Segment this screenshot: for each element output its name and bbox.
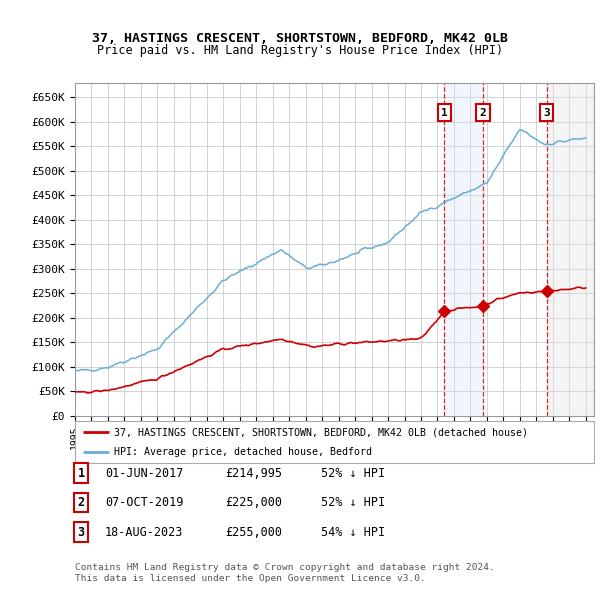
Text: £214,995: £214,995 — [225, 467, 282, 480]
Text: £225,000: £225,000 — [225, 496, 282, 509]
Text: 01-JUN-2017: 01-JUN-2017 — [105, 467, 184, 480]
Text: HPI: Average price, detached house, Bedford: HPI: Average price, detached house, Bedf… — [114, 447, 372, 457]
Text: 52% ↓ HPI: 52% ↓ HPI — [321, 467, 385, 480]
Text: 3: 3 — [543, 107, 550, 117]
Text: 37, HASTINGS CRESCENT, SHORTSTOWN, BEDFORD, MK42 0LB: 37, HASTINGS CRESCENT, SHORTSTOWN, BEDFO… — [92, 32, 508, 45]
Bar — [547, 83, 594, 416]
Bar — [445, 83, 483, 416]
Text: 37, HASTINGS CRESCENT, SHORTSTOWN, BEDFORD, MK42 0LB (detached house): 37, HASTINGS CRESCENT, SHORTSTOWN, BEDFO… — [114, 427, 528, 437]
Text: 1: 1 — [441, 107, 448, 117]
Text: 54% ↓ HPI: 54% ↓ HPI — [321, 526, 385, 539]
Text: 2: 2 — [77, 496, 85, 509]
Text: 1: 1 — [77, 467, 85, 480]
Text: This data is licensed under the Open Government Licence v3.0.: This data is licensed under the Open Gov… — [75, 573, 426, 583]
Text: 07-OCT-2019: 07-OCT-2019 — [105, 496, 184, 509]
Text: 2: 2 — [479, 107, 487, 117]
Text: 18-AUG-2023: 18-AUG-2023 — [105, 526, 184, 539]
Text: Contains HM Land Registry data © Crown copyright and database right 2024.: Contains HM Land Registry data © Crown c… — [75, 563, 495, 572]
Text: 3: 3 — [77, 526, 85, 539]
Text: £255,000: £255,000 — [225, 526, 282, 539]
Text: Price paid vs. HM Land Registry's House Price Index (HPI): Price paid vs. HM Land Registry's House … — [97, 44, 503, 57]
Text: 52% ↓ HPI: 52% ↓ HPI — [321, 496, 385, 509]
